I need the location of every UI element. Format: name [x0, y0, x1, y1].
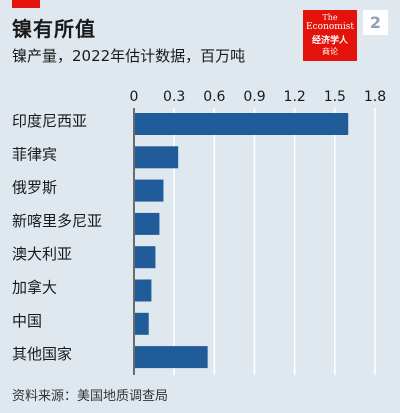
- bar-chart: 0 0.3 0.6 0.9 1.2 1.5 1.8 印度尼西亚菲律宾俄罗斯新喀里多尼亚澳大利亚…: [12, 89, 386, 375]
- category-label: 印度尼西亚: [12, 112, 87, 130]
- bar: [135, 179, 164, 202]
- chart-subtitle: 镍产量，2022年估计数据，百万吨: [12, 47, 246, 65]
- logo-text-zh-sub: 商论: [322, 47, 338, 56]
- x-tick-label: 0.6: [203, 89, 225, 105]
- category-label: 新喀里多尼亚: [12, 212, 102, 230]
- category-label: 中国: [12, 312, 42, 330]
- bar: [135, 113, 349, 135]
- category-label: 俄罗斯: [12, 179, 57, 197]
- logo-text-the: The: [322, 13, 338, 22]
- accent-bar: [12, 0, 40, 8]
- source-note: 资料来源：美国地质调查局: [12, 389, 169, 404]
- economist-logo: The Economist 经济学人 商论: [303, 10, 357, 61]
- x-tick-label: 0.3: [163, 89, 185, 105]
- category-label: 其他国家: [12, 345, 72, 363]
- bar: [135, 246, 156, 269]
- chart-number-badge: 2: [363, 10, 388, 35]
- category-label: 菲律宾: [12, 145, 57, 163]
- bar: [135, 346, 208, 369]
- bar: [135, 146, 179, 169]
- x-tick-label: 0.9: [243, 89, 265, 105]
- logo-text-economist: Economist: [306, 22, 354, 32]
- bar: [135, 312, 149, 335]
- logo-text-zh-main: 经济学人: [311, 36, 348, 46]
- category-label: 澳大利亚: [12, 245, 72, 263]
- bar: [135, 212, 160, 235]
- x-tick-label: 1.5: [324, 89, 346, 105]
- bar: [135, 279, 152, 302]
- x-tick-label: 0: [130, 89, 139, 105]
- category-label: 加拿大: [12, 279, 57, 297]
- x-tick-label: 1.8: [364, 89, 386, 105]
- x-tick-label: 1.2: [284, 89, 306, 105]
- chart-title: 镍有所值: [12, 17, 96, 41]
